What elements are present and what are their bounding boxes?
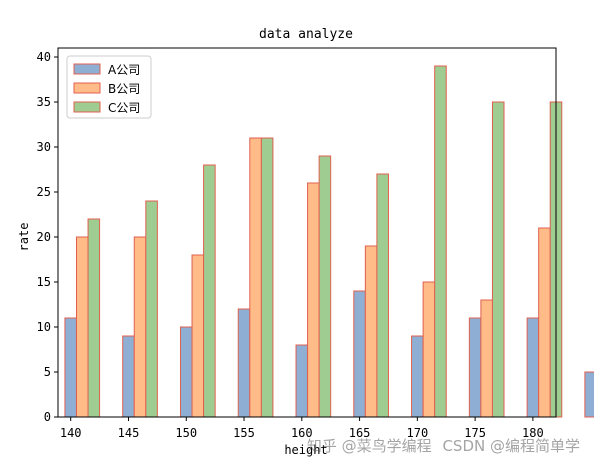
y-tick-label-25: 25 (37, 185, 51, 199)
x-tick-label-140: 140 (60, 426, 82, 440)
legend-label-A公司: A公司 (108, 63, 140, 77)
watermark-csdn: CSDN @编程简单学 (442, 437, 580, 455)
legend-label-C公司: C公司 (108, 101, 140, 115)
bar-B公司-141 (75, 236, 89, 418)
bar-A公司-156 (237, 308, 251, 418)
plot-area: 140 145 150 155 160 165 170 175 180 0 5 10 15 20 25 30 3… (37, 47, 594, 440)
bar-A公司-146 (122, 335, 135, 418)
bar-C公司-176 (491, 101, 505, 418)
bar-C公司-161 (318, 155, 332, 418)
bar-A公司-166 (353, 290, 366, 418)
axes-frame (57, 47, 557, 418)
bar-B公司-181 (538, 227, 551, 418)
bar-C公司-151 (203, 164, 216, 418)
chart-title: data analyze (259, 27, 353, 42)
y-tick-label-35: 35 (37, 95, 51, 109)
y-tick-label-30: 30 (37, 140, 51, 154)
legend-swatch-A公司 (73, 63, 101, 75)
bar-A公司-141 (64, 317, 77, 418)
y-tick-label-15: 15 (37, 275, 51, 289)
bar-B公司-166 (364, 245, 378, 418)
y-tick-label-20: 20 (37, 230, 51, 244)
bar-C公司-171 (434, 65, 447, 418)
legend-swatch-B公司 (73, 82, 101, 94)
watermark: 知乎 @菜鸟学编程 CSDN @编程简单学 (301, 435, 580, 456)
legend: A公司 B公司 C公司 (66, 55, 152, 119)
bar-C公司-141 (87, 218, 101, 418)
bar-B公司-151 (191, 254, 205, 418)
bar-A公司-151 (179, 326, 193, 418)
bar-C公司-156 (260, 137, 274, 418)
bar-B公司-171 (422, 281, 436, 418)
bar-B公司-156 (249, 137, 262, 418)
x-axis-title: height (284, 443, 327, 457)
y-tick-label-40: 40 (37, 50, 51, 64)
bar-B公司-176 (480, 299, 493, 418)
y-tick-label-0: 0 (44, 410, 51, 424)
x-tick-label-155: 155 (233, 426, 255, 440)
x-tick-label-160: 160 (291, 426, 313, 440)
y-tick-label-10: 10 (37, 320, 51, 334)
bar-C公司-166 (376, 173, 389, 418)
x-tick-label-175: 175 (464, 426, 486, 440)
x-tick-label-145: 145 (118, 426, 140, 440)
bar-C公司-146 (145, 200, 158, 418)
x-tick-label-180: 180 (522, 426, 544, 440)
bar-B公司-146 (133, 236, 147, 418)
bar-A公司-161 (295, 344, 309, 418)
bar-A公司-171 (411, 335, 424, 418)
legend-swatch-C公司 (73, 101, 101, 113)
x-tick-label-165: 165 (349, 426, 371, 440)
x-tick-label-150: 150 (175, 426, 197, 440)
y-axis-title: rate (17, 223, 31, 252)
legend-label-B公司: B公司 (108, 82, 140, 96)
bar-A公司-181 (526, 317, 540, 418)
bar-A公司-176 (468, 317, 482, 418)
y-tick-label-5: 5 (44, 365, 51, 379)
bar-B公司-161 (307, 182, 320, 418)
bar-A公司-186 (584, 371, 594, 418)
x-tick-label-170: 170 (407, 426, 429, 440)
watermark-zhihu: 知乎 @菜鸟学编程 (306, 437, 432, 455)
